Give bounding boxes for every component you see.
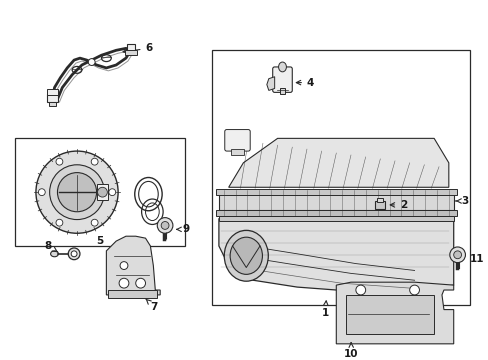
Bar — [48, 102, 57, 106]
Bar — [375, 201, 385, 209]
Bar — [216, 189, 456, 195]
Bar — [127, 44, 135, 54]
Bar — [219, 216, 453, 221]
Circle shape — [68, 248, 80, 260]
Circle shape — [109, 189, 116, 195]
Circle shape — [58, 172, 97, 212]
Bar — [15, 138, 184, 246]
Circle shape — [120, 262, 128, 270]
Polygon shape — [336, 282, 453, 344]
Circle shape — [355, 285, 365, 295]
Circle shape — [136, 278, 145, 288]
Bar — [346, 295, 433, 334]
Text: 4: 4 — [296, 78, 314, 87]
Text: 10: 10 — [344, 343, 358, 359]
Bar — [212, 50, 469, 305]
Circle shape — [38, 189, 45, 195]
Circle shape — [157, 217, 173, 233]
Bar — [46, 94, 59, 102]
Circle shape — [98, 187, 107, 197]
Bar — [230, 149, 244, 155]
Bar — [46, 89, 59, 95]
Text: 2: 2 — [389, 200, 407, 210]
Circle shape — [453, 251, 461, 259]
Circle shape — [49, 165, 104, 220]
Circle shape — [161, 221, 169, 229]
Polygon shape — [106, 236, 160, 295]
Circle shape — [449, 247, 465, 263]
Polygon shape — [219, 219, 453, 295]
Bar — [219, 192, 453, 210]
Ellipse shape — [230, 237, 262, 274]
Circle shape — [119, 278, 129, 288]
Text: 8: 8 — [44, 241, 57, 252]
FancyBboxPatch shape — [224, 130, 250, 151]
Text: 7: 7 — [145, 299, 158, 312]
Circle shape — [88, 59, 95, 66]
Text: 5: 5 — [96, 236, 103, 246]
FancyBboxPatch shape — [272, 67, 292, 93]
Text: 6: 6 — [123, 43, 152, 53]
Ellipse shape — [51, 251, 59, 257]
Circle shape — [71, 251, 77, 257]
Polygon shape — [228, 138, 448, 187]
Circle shape — [36, 151, 118, 233]
Text: 11: 11 — [468, 254, 483, 264]
Circle shape — [91, 219, 98, 226]
Bar — [97, 184, 108, 200]
Polygon shape — [266, 77, 274, 90]
Bar — [279, 89, 285, 94]
Bar — [377, 198, 383, 202]
Ellipse shape — [278, 62, 286, 72]
Bar — [216, 210, 456, 216]
Bar — [125, 50, 137, 55]
Circle shape — [56, 219, 63, 226]
Text: 9: 9 — [176, 224, 189, 234]
Ellipse shape — [224, 230, 268, 281]
Circle shape — [91, 158, 98, 165]
Text: 1: 1 — [321, 301, 328, 318]
Circle shape — [56, 158, 63, 165]
Text: 3: 3 — [455, 196, 468, 206]
Bar — [108, 290, 157, 298]
Circle shape — [409, 285, 419, 295]
